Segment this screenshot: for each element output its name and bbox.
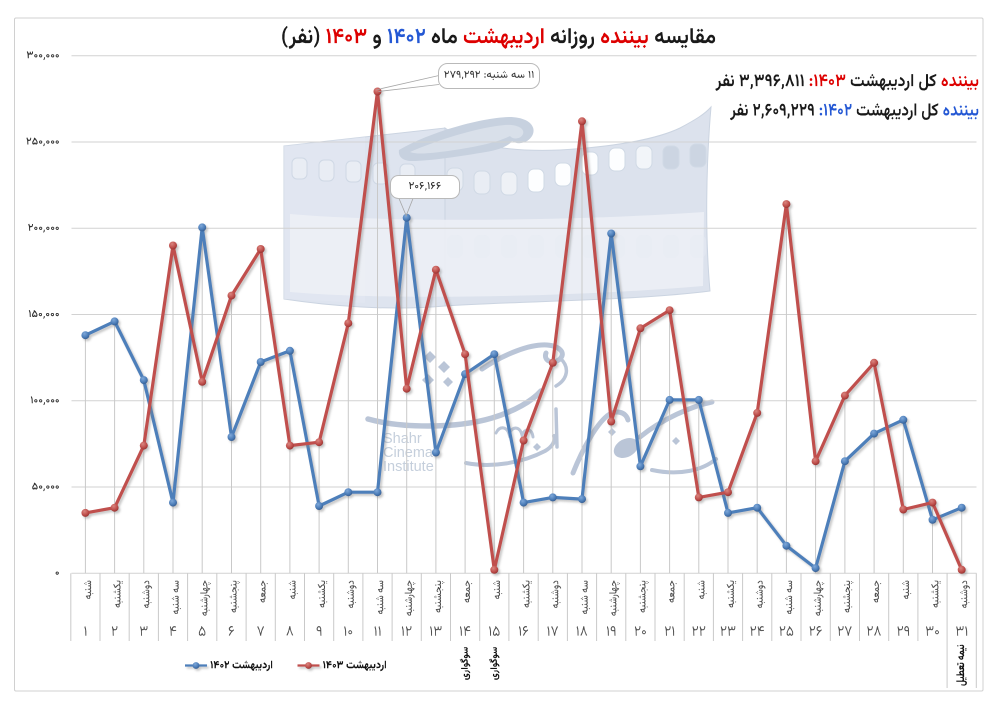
svg-text:Cinema: Cinema [383, 445, 434, 461]
svg-text:Shahr: Shahr [383, 431, 422, 447]
svg-text:Institute: Institute [383, 459, 434, 475]
